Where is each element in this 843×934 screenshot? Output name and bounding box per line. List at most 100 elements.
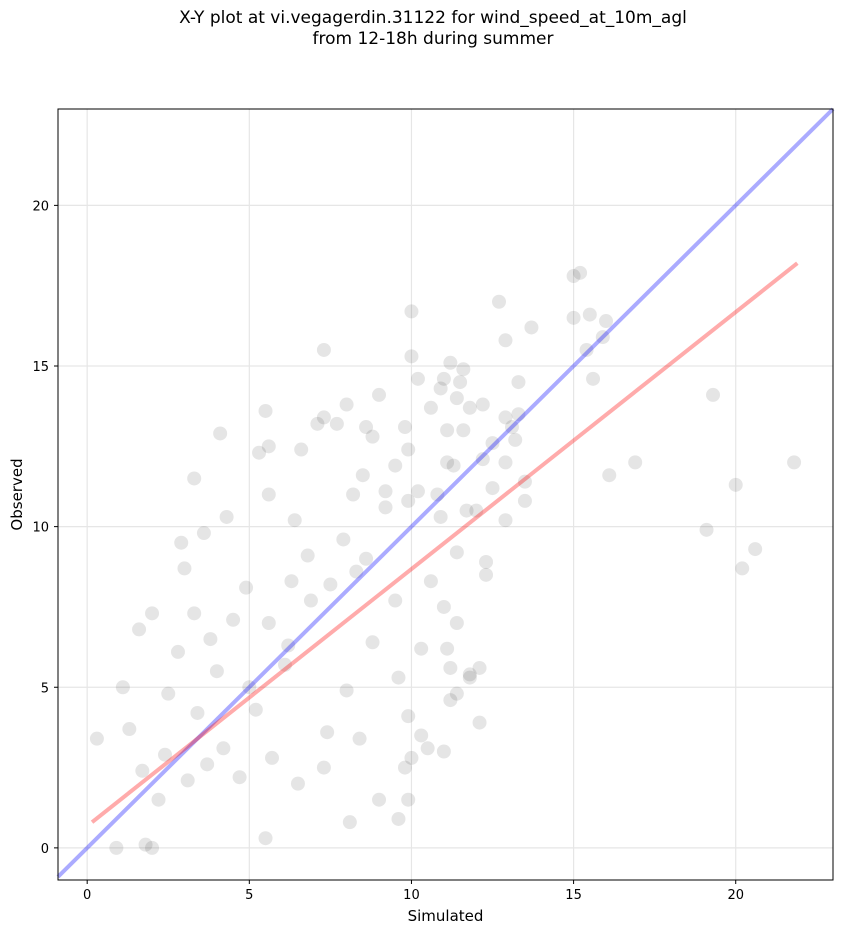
data-point <box>436 371 451 386</box>
data-point <box>378 484 393 499</box>
data-point <box>336 532 351 547</box>
data-point <box>388 593 403 608</box>
data-point <box>277 657 292 672</box>
data-point <box>787 455 802 470</box>
data-point <box>420 741 435 756</box>
chart-title-line-1: X-Y plot at vi.vegagerdin.31122 for wind… <box>179 8 687 28</box>
data-point <box>365 429 380 444</box>
data-point <box>401 709 416 724</box>
y-tick-label: 20 <box>32 199 49 214</box>
data-point <box>252 445 267 460</box>
data-point <box>397 760 412 775</box>
data-point <box>122 722 137 737</box>
data-point <box>433 509 448 524</box>
data-point <box>436 744 451 759</box>
data-point <box>355 468 370 483</box>
data-point <box>430 487 445 502</box>
data-point <box>190 705 205 720</box>
data-point <box>602 468 617 483</box>
data-point <box>401 792 416 807</box>
data-point <box>284 574 299 589</box>
data-point <box>475 397 490 412</box>
data-points <box>89 265 802 855</box>
y-tick-label: 5 <box>41 681 49 696</box>
data-point <box>203 632 218 647</box>
y-tick-label: 15 <box>32 360 49 375</box>
data-point <box>138 837 153 852</box>
x-tick-label: 20 <box>727 888 744 903</box>
data-point <box>248 702 263 717</box>
data-point <box>232 770 247 785</box>
y-tick-label: 0 <box>41 842 49 857</box>
data-point <box>517 493 532 508</box>
data-point <box>145 840 160 855</box>
data-point <box>485 481 500 496</box>
data-point <box>388 458 403 473</box>
data-point <box>511 407 526 422</box>
data-point <box>479 554 494 569</box>
x-tick-label: 10 <box>403 888 420 903</box>
data-point <box>303 593 318 608</box>
data-point <box>294 442 309 457</box>
data-point <box>196 526 211 541</box>
identity-line <box>56 107 835 879</box>
plot-frame <box>57 108 834 881</box>
data-point <box>449 616 464 630</box>
data-point <box>89 731 104 746</box>
data-point <box>177 561 192 576</box>
data-point <box>346 487 361 502</box>
data-point <box>109 840 124 855</box>
data-point <box>443 660 458 675</box>
regression-line <box>90 261 799 824</box>
data-point <box>446 458 461 473</box>
data-point <box>472 660 487 675</box>
data-point <box>566 269 581 284</box>
data-point <box>586 371 601 386</box>
data-point <box>485 436 500 451</box>
x-tick-label: 5 <box>245 888 253 903</box>
data-point <box>187 606 202 621</box>
data-point <box>436 599 451 614</box>
data-point <box>391 811 406 826</box>
data-point <box>378 500 393 515</box>
data-point <box>449 545 464 560</box>
data-point <box>187 471 202 486</box>
data-point <box>391 670 406 685</box>
data-point <box>401 442 416 457</box>
data-point <box>456 423 471 438</box>
data-point <box>449 686 464 701</box>
data-point <box>459 503 474 518</box>
data-point <box>161 686 176 701</box>
x-tick-label: 0 <box>83 888 91 903</box>
data-point <box>414 641 429 656</box>
data-point <box>524 320 539 335</box>
x-axis-label: Simulated <box>408 907 484 925</box>
data-point <box>404 304 419 319</box>
data-point <box>372 792 387 807</box>
y-axis-label: Observed <box>8 458 26 530</box>
data-point <box>449 391 464 406</box>
chart-title-line-2: from 12-18h during summer <box>312 29 554 49</box>
data-point <box>359 420 374 435</box>
data-point <box>226 612 241 627</box>
data-point <box>511 375 526 390</box>
data-point <box>200 757 215 772</box>
data-point <box>316 760 331 775</box>
data-point <box>316 410 331 425</box>
data-point <box>582 307 597 322</box>
data-point <box>401 493 416 508</box>
data-point <box>261 487 276 502</box>
data-point <box>628 455 643 470</box>
data-point <box>239 580 254 595</box>
data-point <box>339 683 354 698</box>
data-point <box>342 815 357 830</box>
data-point <box>498 513 513 528</box>
data-point <box>706 387 721 402</box>
data-point <box>365 635 380 650</box>
data-point <box>504 420 519 435</box>
grid-lines <box>58 109 833 880</box>
data-point <box>443 355 458 370</box>
chart-title: X-Y plot at vi.vegagerdin.31122 for wind… <box>0 8 843 50</box>
data-point <box>145 606 160 621</box>
